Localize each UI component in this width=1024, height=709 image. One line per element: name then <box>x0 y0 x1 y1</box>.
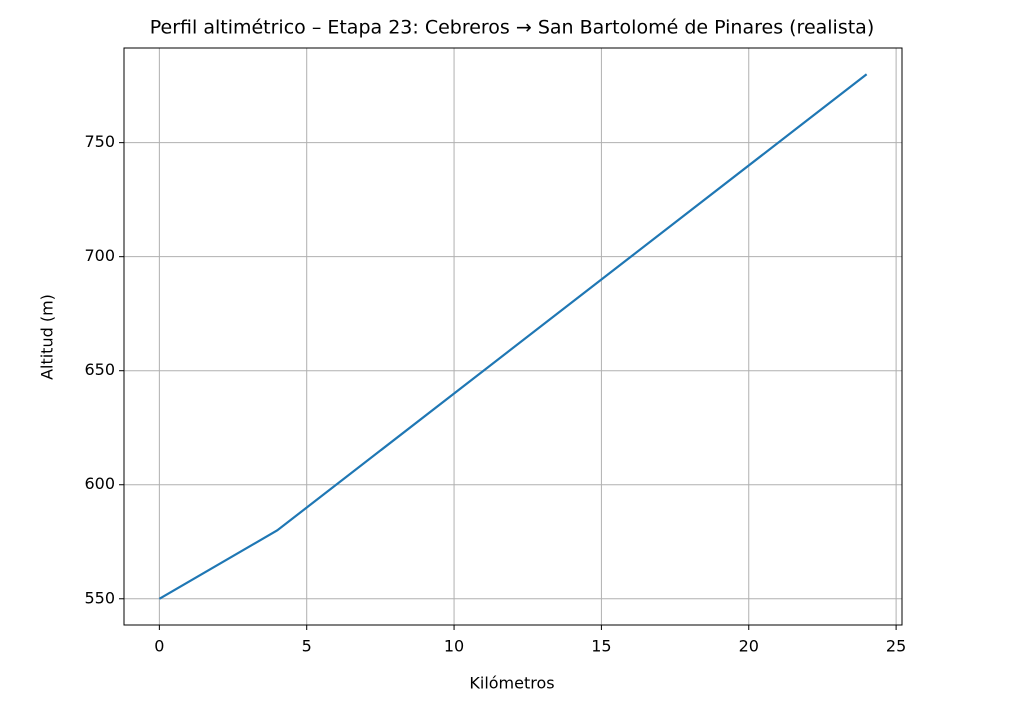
x-tick-label: 10 <box>444 637 464 656</box>
y-tick-label: 550 <box>84 588 115 607</box>
data-line <box>158 73 868 600</box>
x-tick-label: 0 <box>154 637 164 656</box>
chart-title: Perfil altimétrico – Etapa 23: Cebreros … <box>150 17 875 39</box>
x-axis-label: Kilómetros <box>469 674 554 693</box>
x-tick-label: 20 <box>739 637 759 656</box>
y-tick-label: 750 <box>84 132 115 151</box>
x-tick-label: 5 <box>302 637 312 656</box>
y-tick-label: 600 <box>84 474 115 493</box>
y-axis-label: Altitud (m) <box>38 294 57 380</box>
x-tick-label: 25 <box>886 637 906 656</box>
y-tick-label: 650 <box>84 360 115 379</box>
x-tick-label: 15 <box>591 637 611 656</box>
y-tick-label: 700 <box>84 246 115 265</box>
plot-frame <box>123 47 903 626</box>
